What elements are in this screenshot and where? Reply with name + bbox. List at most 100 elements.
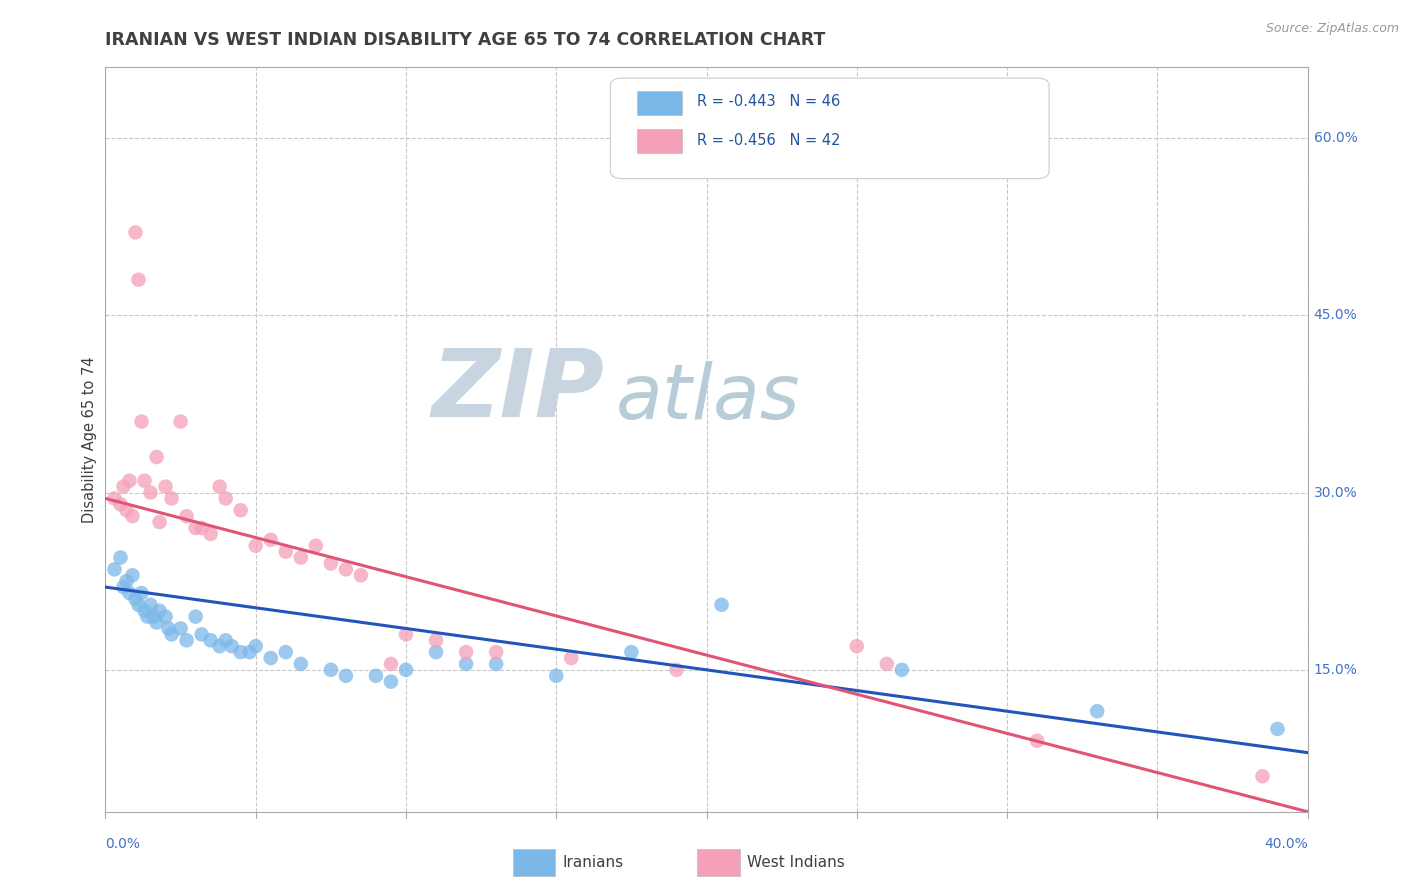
Point: [665, 663, 688, 677]
Point: [890, 663, 912, 677]
Point: [335, 562, 357, 576]
Point: [131, 586, 153, 600]
Text: Iranians: Iranians: [562, 855, 623, 870]
Text: ZIP: ZIP: [432, 345, 605, 437]
Point: [245, 539, 267, 553]
Point: [184, 609, 207, 624]
Text: 40.0%: 40.0%: [1264, 837, 1308, 851]
Point: [845, 639, 868, 653]
Point: [620, 645, 643, 659]
Point: [200, 527, 222, 541]
Point: [190, 627, 212, 641]
Point: [200, 633, 222, 648]
Point: [485, 657, 508, 671]
Point: [380, 674, 402, 689]
Text: 45.0%: 45.0%: [1313, 308, 1357, 322]
Point: [335, 669, 357, 683]
Point: [395, 663, 418, 677]
Point: [148, 604, 170, 618]
Point: [145, 615, 167, 630]
Point: [290, 657, 312, 671]
Point: [118, 474, 141, 488]
Point: [239, 645, 262, 659]
Point: [184, 521, 207, 535]
Text: R = -0.443   N = 46: R = -0.443 N = 46: [697, 95, 841, 110]
Point: [139, 485, 162, 500]
Point: [157, 622, 180, 636]
Point: [1251, 769, 1274, 783]
Text: IRANIAN VS WEST INDIAN DISABILITY AGE 65 TO 74 CORRELATION CHART: IRANIAN VS WEST INDIAN DISABILITY AGE 65…: [105, 31, 825, 49]
Point: [1085, 704, 1108, 718]
Point: [131, 415, 153, 429]
FancyBboxPatch shape: [637, 91, 682, 114]
Text: Source: ZipAtlas.com: Source: ZipAtlas.com: [1265, 22, 1399, 36]
Point: [214, 633, 236, 648]
Point: [876, 657, 898, 671]
Point: [121, 509, 143, 524]
Point: [169, 622, 191, 636]
Point: [1026, 733, 1049, 747]
Point: [190, 521, 212, 535]
Point: [103, 562, 125, 576]
Point: [110, 550, 132, 565]
FancyBboxPatch shape: [637, 129, 682, 153]
Point: [425, 645, 447, 659]
Point: [112, 580, 135, 594]
Point: [208, 639, 231, 653]
Text: 0.0%: 0.0%: [105, 837, 141, 851]
Point: [319, 663, 342, 677]
Point: [1267, 722, 1289, 736]
Point: [229, 503, 252, 517]
Point: [364, 669, 387, 683]
Point: [454, 657, 477, 671]
Point: [546, 669, 568, 683]
Point: [134, 604, 156, 618]
Point: [128, 273, 150, 287]
Point: [148, 515, 170, 529]
Point: [136, 609, 159, 624]
Point: [115, 574, 138, 589]
Point: [229, 645, 252, 659]
Point: [155, 480, 177, 494]
Point: [274, 544, 297, 558]
Point: [710, 598, 733, 612]
Point: [103, 491, 125, 506]
Point: [208, 480, 231, 494]
Point: [245, 639, 267, 653]
Point: [115, 503, 138, 517]
Point: [142, 609, 165, 624]
Point: [160, 627, 183, 641]
Text: 15.0%: 15.0%: [1313, 663, 1357, 677]
Text: atlas: atlas: [616, 361, 801, 435]
Point: [305, 539, 328, 553]
Point: [169, 415, 191, 429]
Point: [139, 598, 162, 612]
Point: [145, 450, 167, 464]
Point: [260, 533, 283, 547]
Point: [221, 639, 243, 653]
Point: [128, 598, 150, 612]
Point: [260, 651, 283, 665]
Text: R = -0.456   N = 42: R = -0.456 N = 42: [697, 133, 841, 148]
Point: [290, 550, 312, 565]
Point: [560, 651, 582, 665]
Y-axis label: Disability Age 65 to 74: Disability Age 65 to 74: [82, 356, 97, 523]
Point: [214, 491, 236, 506]
Point: [124, 591, 146, 606]
Point: [134, 474, 156, 488]
Point: [176, 509, 198, 524]
Point: [319, 557, 342, 571]
Point: [124, 226, 146, 240]
Point: [121, 568, 143, 582]
Point: [176, 633, 198, 648]
Text: 60.0%: 60.0%: [1313, 131, 1357, 145]
Point: [274, 645, 297, 659]
Point: [380, 657, 402, 671]
Point: [160, 491, 183, 506]
Point: [485, 645, 508, 659]
Point: [110, 497, 132, 511]
Point: [155, 609, 177, 624]
Point: [425, 633, 447, 648]
Text: West Indians: West Indians: [747, 855, 845, 870]
Point: [118, 586, 141, 600]
